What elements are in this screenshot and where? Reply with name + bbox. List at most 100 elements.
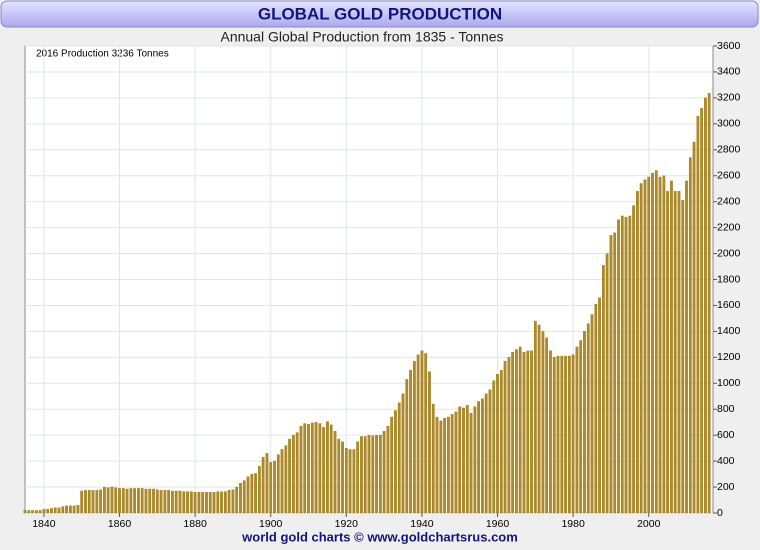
bar bbox=[110, 486, 114, 514]
y-tick-label: 200 bbox=[717, 481, 735, 493]
bar bbox=[23, 510, 27, 514]
bar bbox=[386, 425, 390, 514]
bar bbox=[658, 176, 662, 514]
bar bbox=[700, 108, 704, 514]
bar bbox=[507, 357, 511, 514]
bar bbox=[46, 508, 50, 514]
bar bbox=[61, 506, 65, 514]
x-tick-label: 1900 bbox=[259, 518, 283, 530]
bar bbox=[352, 449, 356, 514]
bar bbox=[654, 170, 658, 514]
y-tick-label: 3200 bbox=[717, 92, 741, 104]
x-tick-label: 2000 bbox=[637, 518, 661, 530]
bar bbox=[688, 157, 692, 514]
bar bbox=[420, 350, 424, 514]
bar bbox=[265, 453, 269, 514]
bar bbox=[579, 340, 583, 514]
bar bbox=[681, 200, 685, 514]
bar bbox=[205, 492, 208, 514]
bar bbox=[295, 432, 299, 514]
bar bbox=[34, 510, 38, 514]
y-tick-label: 1400 bbox=[717, 325, 741, 337]
bar bbox=[163, 490, 167, 514]
bar bbox=[564, 355, 567, 514]
bar bbox=[201, 492, 205, 514]
x-tick-label: 1840 bbox=[32, 518, 56, 530]
bar bbox=[303, 423, 307, 514]
bar bbox=[530, 350, 533, 514]
bar bbox=[250, 473, 254, 514]
bar bbox=[307, 423, 310, 514]
x-tick-label: 1980 bbox=[561, 518, 585, 530]
bar bbox=[643, 179, 647, 514]
bar bbox=[375, 435, 378, 514]
bar bbox=[496, 374, 499, 514]
bar bbox=[428, 371, 431, 514]
bar bbox=[65, 505, 68, 514]
bar bbox=[484, 393, 488, 514]
bar bbox=[590, 314, 594, 514]
y-tick-label: 400 bbox=[717, 455, 735, 467]
chart-subtitle: Annual Global Production from 1835 - Ton… bbox=[220, 29, 503, 45]
title-bar bbox=[0, 0, 759, 28]
bar bbox=[246, 476, 250, 514]
y-tick-label: 1200 bbox=[717, 351, 741, 363]
bar bbox=[242, 480, 246, 514]
bar bbox=[371, 435, 375, 514]
bar bbox=[477, 401, 480, 514]
bar bbox=[182, 491, 186, 514]
bar bbox=[620, 215, 624, 514]
bar bbox=[503, 361, 507, 514]
bar bbox=[144, 488, 148, 514]
bar bbox=[454, 411, 458, 514]
bar bbox=[27, 510, 31, 514]
bar bbox=[556, 355, 560, 514]
bar bbox=[424, 353, 428, 514]
bar bbox=[363, 436, 367, 514]
y-tick-label: 800 bbox=[717, 403, 735, 415]
bar bbox=[431, 403, 435, 514]
bar bbox=[462, 407, 465, 514]
bar bbox=[571, 354, 575, 514]
bar bbox=[152, 488, 155, 514]
y-tick-label: 600 bbox=[717, 429, 735, 441]
bar bbox=[511, 351, 515, 514]
bar bbox=[560, 355, 564, 514]
bar bbox=[673, 191, 677, 514]
bar bbox=[416, 354, 420, 514]
bar bbox=[344, 447, 348, 514]
x-tick-label: 1920 bbox=[335, 518, 359, 530]
x-tick-label: 1940 bbox=[410, 518, 434, 530]
bar bbox=[186, 491, 189, 514]
x-tick-label: 1960 bbox=[486, 518, 510, 530]
y-tick-label: 2400 bbox=[717, 195, 741, 207]
bar bbox=[159, 490, 163, 514]
bar bbox=[50, 508, 53, 514]
bar bbox=[38, 510, 42, 514]
bar bbox=[450, 414, 454, 514]
bar bbox=[401, 393, 405, 514]
bar bbox=[488, 389, 492, 514]
bar bbox=[310, 422, 314, 514]
bar bbox=[545, 337, 549, 514]
bar bbox=[235, 486, 239, 514]
bar bbox=[53, 507, 57, 514]
bar bbox=[533, 320, 537, 514]
bar bbox=[333, 431, 337, 514]
bar bbox=[397, 402, 401, 514]
bar bbox=[280, 449, 284, 514]
bar bbox=[567, 355, 571, 514]
bar bbox=[276, 454, 280, 514]
y-tick-label: 2000 bbox=[717, 247, 741, 259]
bar bbox=[99, 489, 102, 514]
bar bbox=[254, 473, 257, 514]
bar bbox=[258, 466, 261, 514]
bar bbox=[148, 488, 152, 514]
bar bbox=[42, 508, 46, 514]
bar bbox=[231, 489, 235, 514]
bar bbox=[704, 97, 707, 514]
bar bbox=[103, 486, 106, 514]
bar bbox=[473, 406, 477, 514]
y-tick-label: 1600 bbox=[717, 299, 741, 311]
